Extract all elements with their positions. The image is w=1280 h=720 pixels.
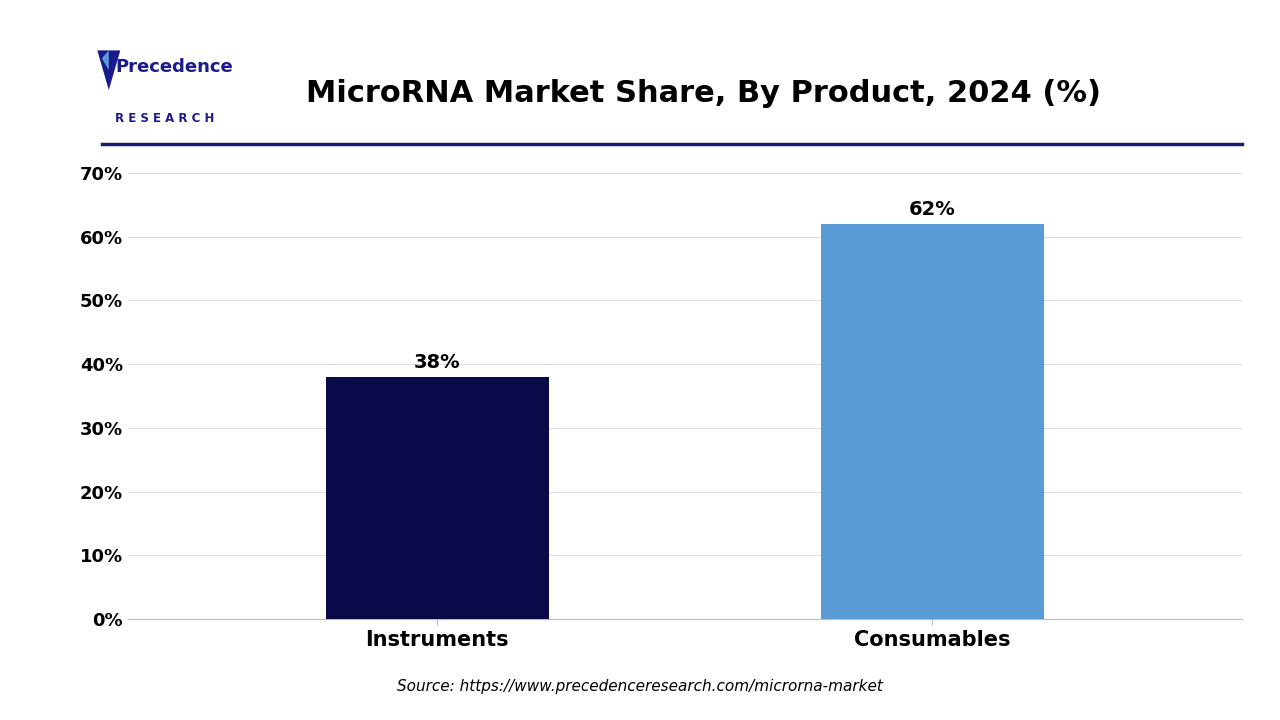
Text: R E S E A R C H: R E S E A R C H	[115, 112, 215, 125]
Polygon shape	[97, 50, 120, 90]
Text: MicroRNA Market Share, By Product, 2024 (%): MicroRNA Market Share, By Product, 2024 …	[306, 79, 1102, 108]
Bar	[820, 224, 1043, 619]
Text: 38%: 38%	[413, 353, 461, 372]
Polygon shape	[102, 50, 109, 71]
Text: Precedence: Precedence	[115, 58, 233, 76]
Bar	[326, 377, 549, 619]
Text: Source: https://www.precedenceresearch.com/microrna-market: Source: https://www.precedenceresearch.c…	[397, 679, 883, 694]
Text: 62%: 62%	[909, 199, 956, 219]
